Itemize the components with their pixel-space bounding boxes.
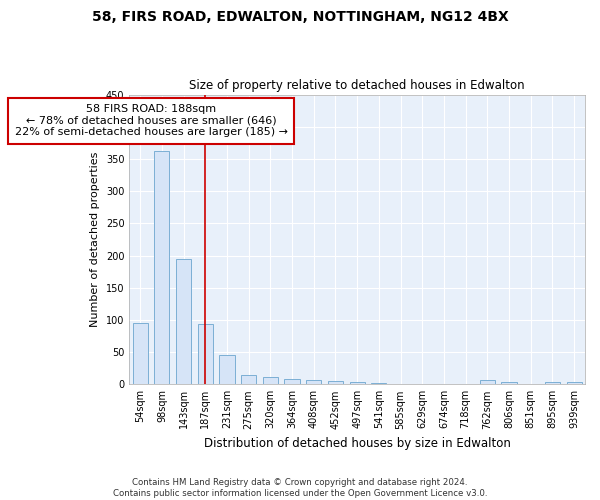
- Bar: [545, 382, 560, 384]
- Bar: [198, 324, 213, 384]
- Bar: [371, 383, 386, 384]
- Bar: [480, 380, 495, 384]
- Bar: [133, 323, 148, 384]
- Bar: [306, 380, 322, 384]
- Text: 58, FIRS ROAD, EDWALTON, NOTTINGHAM, NG12 4BX: 58, FIRS ROAD, EDWALTON, NOTTINGHAM, NG1…: [92, 10, 508, 24]
- Bar: [566, 382, 582, 384]
- Bar: [350, 382, 365, 384]
- X-axis label: Distribution of detached houses by size in Edwalton: Distribution of detached houses by size …: [204, 437, 511, 450]
- Bar: [502, 382, 517, 384]
- Bar: [220, 354, 235, 384]
- Bar: [263, 376, 278, 384]
- Text: 58 FIRS ROAD: 188sqm
← 78% of detached houses are smaller (646)
22% of semi-deta: 58 FIRS ROAD: 188sqm ← 78% of detached h…: [14, 104, 287, 138]
- Bar: [328, 381, 343, 384]
- Text: Contains HM Land Registry data © Crown copyright and database right 2024.
Contai: Contains HM Land Registry data © Crown c…: [113, 478, 487, 498]
- Bar: [154, 151, 169, 384]
- Bar: [176, 258, 191, 384]
- Bar: [284, 378, 299, 384]
- Bar: [241, 374, 256, 384]
- Y-axis label: Number of detached properties: Number of detached properties: [91, 152, 100, 327]
- Title: Size of property relative to detached houses in Edwalton: Size of property relative to detached ho…: [190, 79, 525, 92]
